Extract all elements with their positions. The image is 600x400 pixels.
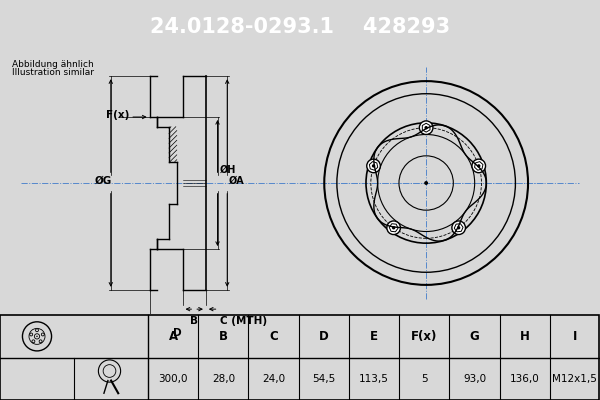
Circle shape bbox=[392, 226, 395, 230]
Circle shape bbox=[419, 121, 433, 134]
Text: I: I bbox=[573, 330, 577, 343]
Text: G: G bbox=[470, 330, 479, 343]
Text: D: D bbox=[173, 328, 182, 338]
Circle shape bbox=[477, 164, 481, 168]
Circle shape bbox=[367, 159, 380, 173]
Text: ØG: ØG bbox=[95, 176, 113, 186]
Text: C (MTH): C (MTH) bbox=[220, 316, 268, 326]
Text: 113,5: 113,5 bbox=[359, 374, 389, 384]
Text: 93,0: 93,0 bbox=[463, 374, 486, 384]
Text: E: E bbox=[370, 330, 378, 343]
Text: 300,0: 300,0 bbox=[158, 374, 188, 384]
Text: Abbildung ähnlich: Abbildung ähnlich bbox=[12, 60, 94, 69]
Circle shape bbox=[36, 336, 38, 337]
Circle shape bbox=[452, 221, 466, 234]
Text: B: B bbox=[190, 316, 198, 326]
Text: Illustration similar: Illustration similar bbox=[12, 68, 94, 78]
Circle shape bbox=[387, 221, 400, 234]
Text: 54,5: 54,5 bbox=[312, 374, 335, 384]
Text: B: B bbox=[219, 330, 228, 343]
Text: F(x): F(x) bbox=[106, 110, 130, 120]
Circle shape bbox=[457, 226, 460, 230]
Text: M12x1,5: M12x1,5 bbox=[553, 374, 598, 384]
Text: H: H bbox=[520, 330, 530, 343]
Text: 136,0: 136,0 bbox=[510, 374, 539, 384]
Circle shape bbox=[424, 126, 428, 129]
Text: F(x): F(x) bbox=[411, 330, 437, 343]
Text: 5: 5 bbox=[421, 374, 428, 384]
Circle shape bbox=[372, 164, 375, 168]
Circle shape bbox=[472, 159, 485, 173]
Text: 28,0: 28,0 bbox=[212, 374, 235, 384]
Text: 24,0: 24,0 bbox=[262, 374, 285, 384]
Text: 24.0128-0293.1    428293: 24.0128-0293.1 428293 bbox=[150, 17, 450, 37]
Text: C: C bbox=[269, 330, 278, 343]
Circle shape bbox=[424, 181, 428, 185]
Text: ØH: ØH bbox=[220, 164, 236, 174]
Text: D: D bbox=[319, 330, 329, 343]
Text: ØA: ØA bbox=[229, 176, 245, 186]
Text: A: A bbox=[169, 330, 178, 343]
